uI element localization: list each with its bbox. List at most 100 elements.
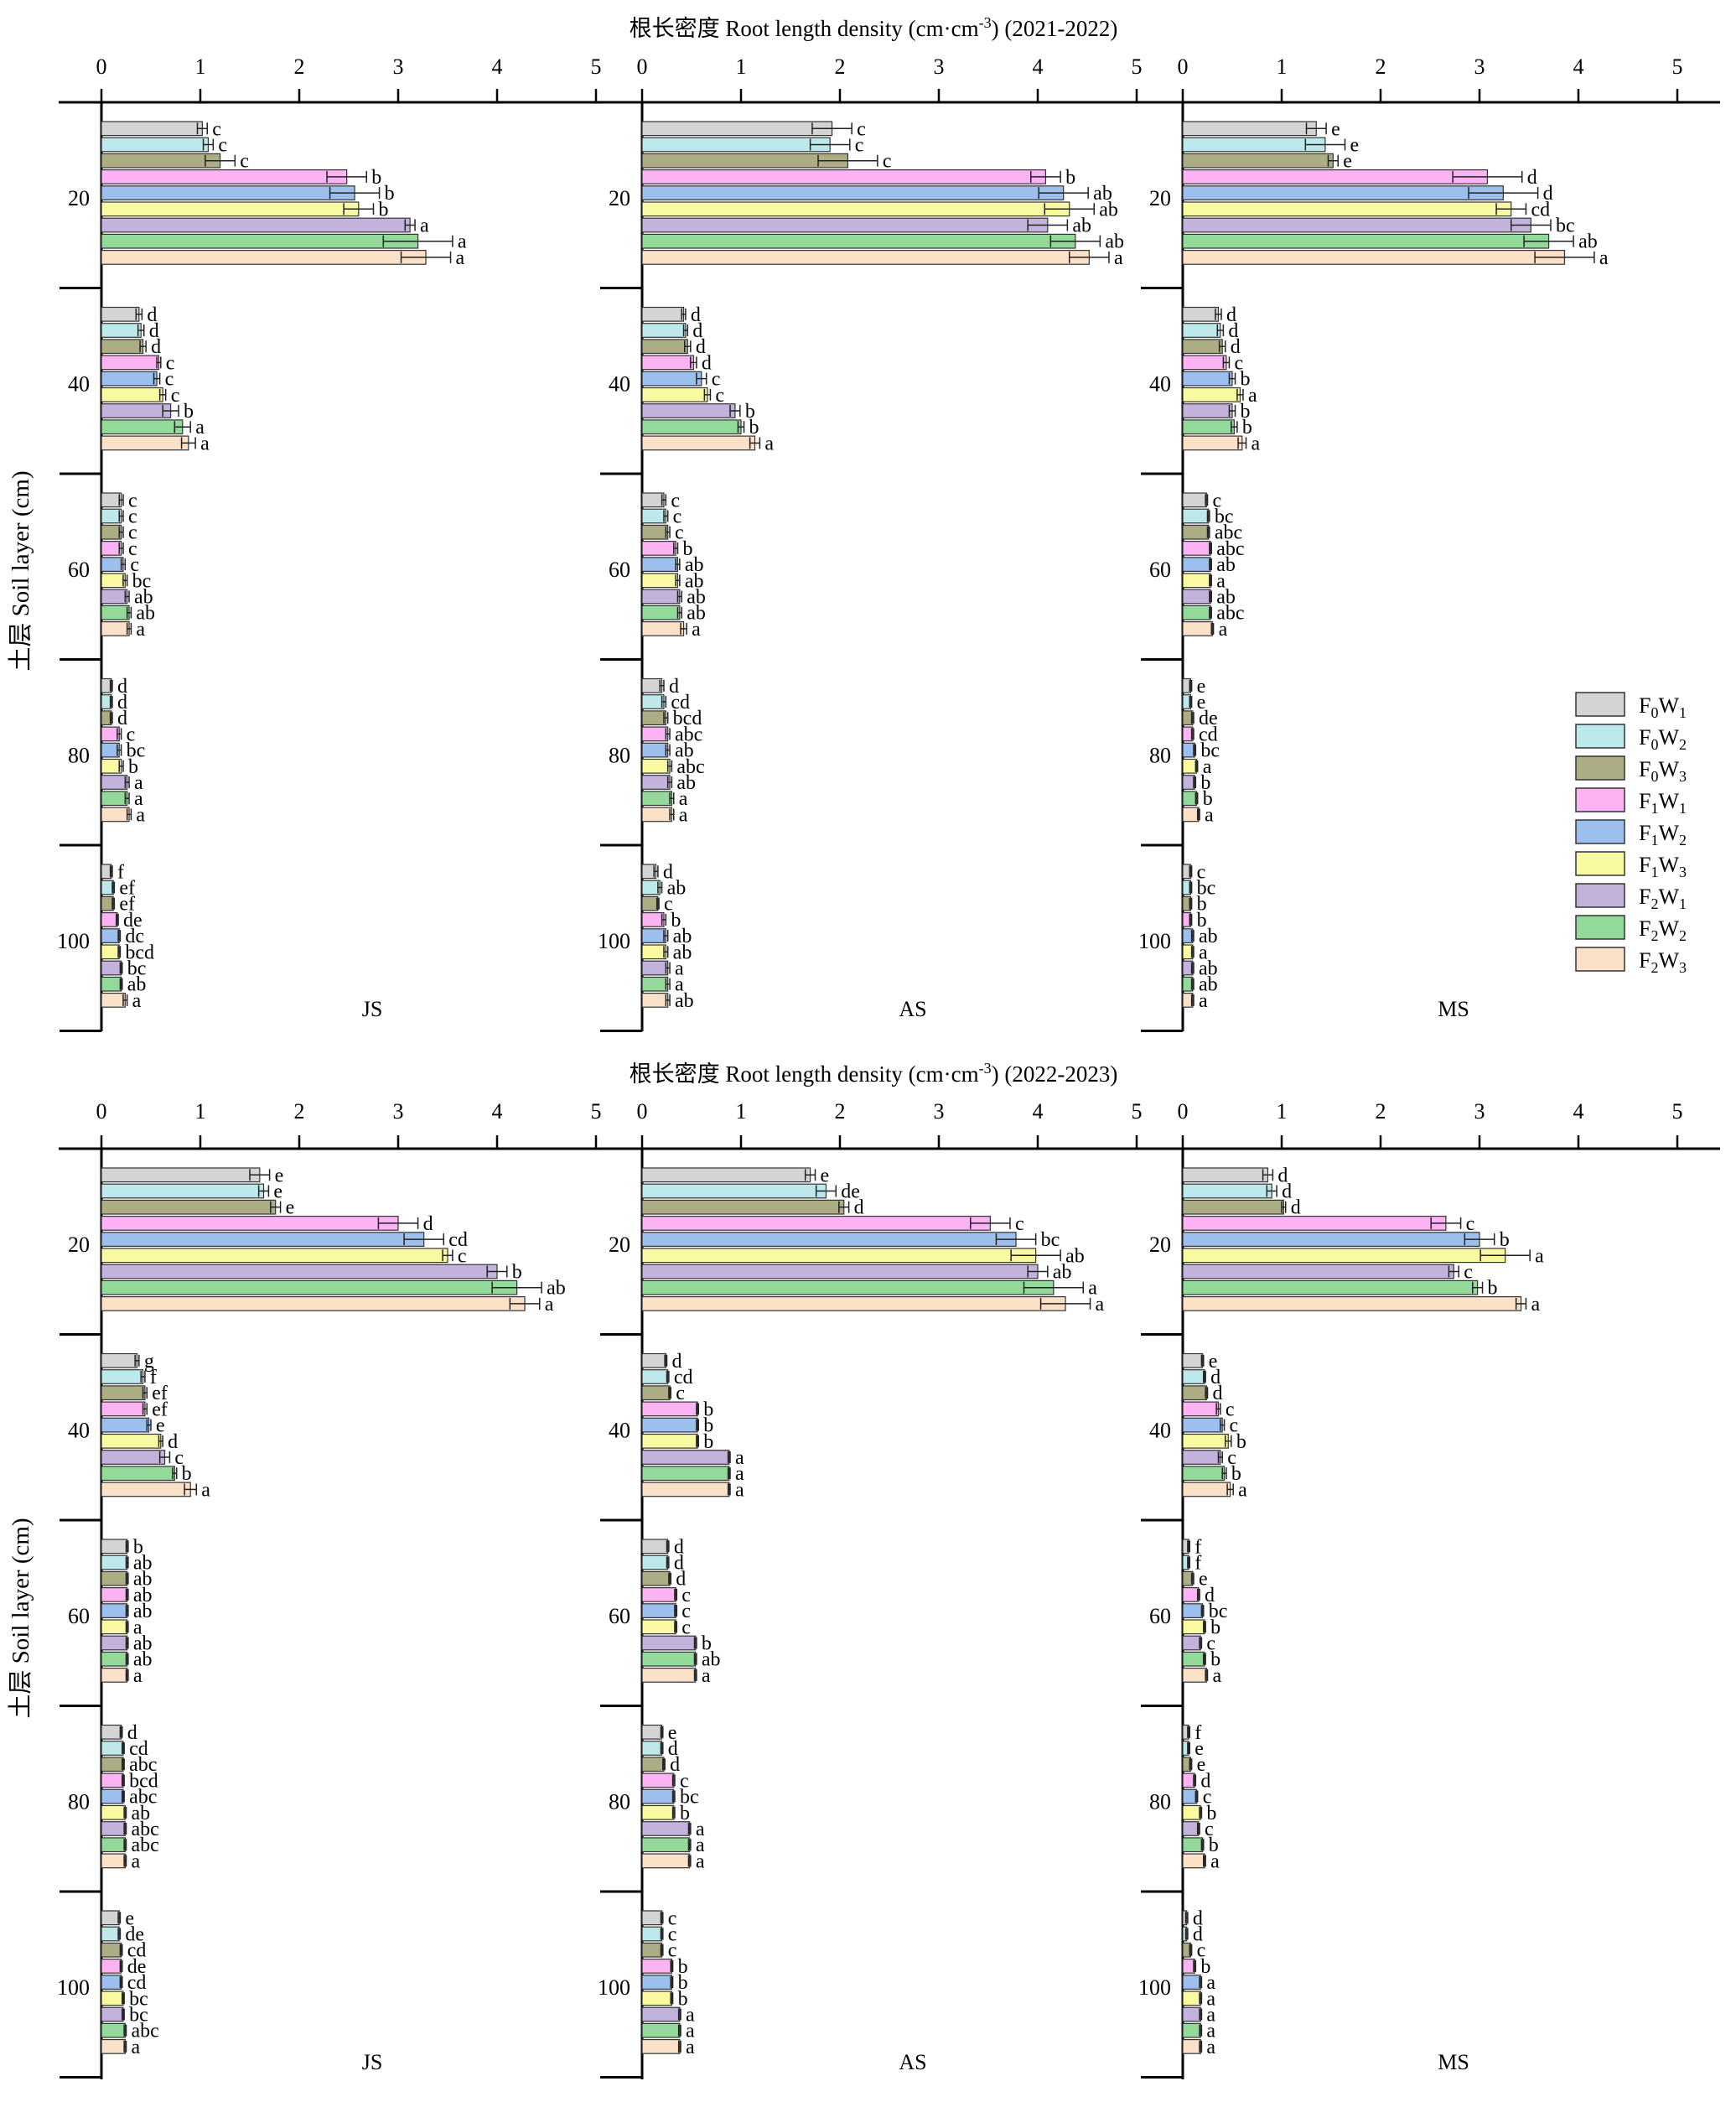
bar-F1W2	[1182, 1788, 1198, 1804]
significance-letter: b	[128, 756, 138, 778]
x-axis-title-main: 根长密度 Root length density (cm·cm	[630, 16, 979, 41]
significance-letter: a	[1203, 756, 1212, 778]
significance-letter: abc	[132, 1835, 159, 1856]
legend-label-part: W	[1658, 948, 1679, 973]
significance-letter: f	[1194, 1536, 1201, 1558]
bar-F1W2	[641, 185, 1065, 201]
significance-letter: d	[1193, 1907, 1203, 1929]
significance-letter: bcd	[125, 942, 154, 963]
legend-label-part: W	[1658, 916, 1679, 941]
significance-letter: a	[1213, 1665, 1222, 1687]
bar-F0W2	[101, 508, 122, 524]
significance-letter: a	[1531, 1294, 1540, 1316]
significance-letter: b	[1065, 167, 1075, 189]
bar-F2W1	[1182, 2006, 1201, 2022]
bar-F0W1	[641, 677, 663, 693]
bar-F1W2	[641, 557, 679, 572]
bar-F1W1	[101, 1586, 128, 1602]
bar-F1W1	[101, 1401, 146, 1417]
legend-label-part: F	[1639, 853, 1650, 877]
bar-F2W3	[101, 2039, 126, 2054]
significance-letter: ab	[134, 587, 153, 609]
significance-letter: a	[735, 1479, 744, 1501]
significance-letter: a	[692, 619, 701, 641]
significance-letter: b	[385, 183, 395, 205]
bar-F2W1	[641, 1264, 1039, 1279]
bar-F1W1	[641, 1215, 991, 1231]
x-tick-label: 1	[1277, 1099, 1288, 1124]
x-tick-label: 4	[1573, 1099, 1584, 1124]
significance-letter: a	[1199, 990, 1208, 1012]
significance-letter: e	[273, 1181, 282, 1203]
significance-letter: c	[1206, 1633, 1215, 1655]
x-tick-label: 0	[96, 54, 107, 79]
bar-F2W1	[101, 960, 122, 976]
legend-label-part: F	[1639, 789, 1650, 813]
significance-letter: a	[136, 619, 145, 641]
significance-letter: c	[664, 894, 673, 916]
significance-letter: ab	[1199, 926, 1218, 947]
bar-F0W1	[101, 1352, 138, 1368]
significance-letter: abc	[1216, 603, 1244, 625]
bar-F0W2	[641, 1183, 827, 1199]
legend-label-part: 1	[1650, 800, 1658, 817]
stage-label: JS	[362, 997, 383, 1021]
bar-F0W3	[101, 1757, 124, 1772]
significance-letter: bcd	[129, 1770, 158, 1792]
bar-F1W3	[641, 1433, 698, 1449]
bar-F2W2	[101, 605, 130, 620]
significance-letter: cd	[1199, 724, 1218, 745]
significance-letter: ab	[132, 1803, 151, 1824]
bar-F2W3	[641, 250, 1090, 265]
bar-F1W1	[101, 1215, 399, 1231]
bar-F2W1	[1182, 1821, 1200, 1836]
significance-letter: c	[681, 1585, 691, 1606]
bar-F1W1	[641, 169, 1047, 184]
legend-label: F2W1	[1639, 885, 1687, 912]
y-tick-label: 80	[1149, 1789, 1171, 1814]
significance-letter: c	[128, 490, 137, 511]
significance-letter: ab	[1065, 1245, 1085, 1267]
bar-F2W2	[641, 1279, 1055, 1295]
significance-letter: bc	[1215, 506, 1234, 528]
significance-letter: b	[184, 401, 194, 423]
bar-F2W2	[101, 2022, 126, 2038]
x-axis-title-main: 根长密度 Root length density (cm·cm	[630, 1061, 979, 1087]
x-tick-label: 2	[835, 1099, 846, 1124]
significance-letter: b	[703, 1415, 713, 1437]
significance-letter: b	[1206, 1803, 1216, 1824]
significance-letter: a	[1535, 1245, 1544, 1267]
significance-letter: b	[1488, 1278, 1498, 1300]
bar-F0W1	[641, 1167, 811, 1183]
bar-F1W3	[101, 1619, 128, 1635]
significance-letter: c	[1213, 490, 1222, 511]
significance-letter: b	[1241, 369, 1251, 391]
bar-F0W1	[101, 121, 203, 137]
legend-label-part: W	[1658, 853, 1679, 877]
bar-F2W3	[101, 1295, 526, 1311]
bar-F2W3	[101, 807, 130, 823]
bar-F1W1	[641, 1772, 675, 1788]
bar-F1W2	[101, 371, 158, 387]
bar-F2W2	[1182, 791, 1198, 807]
bar-F2W3	[101, 1853, 126, 1869]
significance-letter: abc	[129, 1754, 157, 1776]
x-tick-label: 3	[1474, 1099, 1485, 1124]
significance-letter: ab	[1199, 958, 1218, 980]
bar-F1W3	[101, 1248, 448, 1264]
bar-F0W3	[101, 153, 221, 169]
legend-label-part: F	[1639, 821, 1650, 845]
significance-letter: c	[680, 1770, 689, 1792]
bar-F2W1	[641, 1635, 697, 1651]
significance-letter: d	[423, 1213, 433, 1235]
significance-letter: a	[1206, 2037, 1215, 2058]
significance-letter: c	[1197, 861, 1206, 883]
bar-F1W1	[101, 911, 118, 927]
significance-letter: a	[1088, 1278, 1097, 1300]
significance-letter: a	[1210, 1850, 1220, 1872]
panel-2021-2022-AS: 20cccbababababa40ddddccbba60cccbabababab…	[598, 102, 1124, 1032]
bar-F1W2	[101, 1232, 425, 1248]
bar-F0W3	[1182, 339, 1223, 355]
significance-letter: a	[456, 247, 465, 269]
legend-label: F0W3	[1639, 757, 1687, 785]
